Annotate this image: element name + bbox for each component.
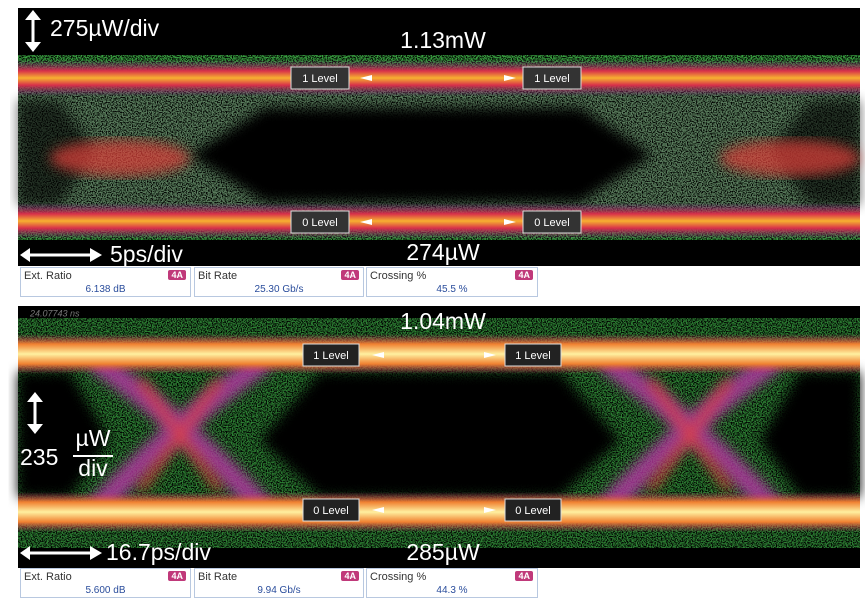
vertical-scale-unit: div <box>78 455 108 481</box>
vertical-scale-number: 235 <box>20 444 58 470</box>
eye-trace <box>18 55 860 240</box>
measurement[interactable]: Crossing % 45.5 % 4A <box>366 267 538 297</box>
level-label: 1 Level <box>534 73 569 85</box>
scope-display: 1 Level 1 Level 0 Level 0 Level 275µW/di… <box>0 0 865 597</box>
horizontal-scale: 16.7ps/div <box>106 539 211 565</box>
level-label: 1 Level <box>515 350 550 362</box>
eye-trace <box>18 318 860 548</box>
bottom-power: 285µW <box>406 539 480 565</box>
measurement-value: 6.138 dB <box>21 284 190 295</box>
level-label: 0 Level <box>302 217 337 229</box>
measurement-badge: 4A <box>168 270 186 280</box>
page: 1 Level 1 Level 0 Level 0 Level 275µW/di… <box>0 0 865 597</box>
measurement-value: 44.3 % <box>367 585 537 596</box>
level-label: 0 Level <box>313 505 348 517</box>
timestamp: 24.07743 ns <box>29 308 80 318</box>
level-label: 1 Level <box>313 350 348 362</box>
measurement-value: 45.5 % <box>367 284 537 295</box>
measurement-value: 9.94 Gb/s <box>195 585 363 596</box>
measurement-label: Ext. Ratio <box>24 270 72 282</box>
bottom-power: 274µW <box>406 239 480 265</box>
vertical-scale: 275µW/div <box>50 15 160 41</box>
measurement[interactable]: Crossing % 44.3 % 4A <box>366 568 538 598</box>
measurement-label: Crossing % <box>370 571 426 583</box>
top-power: 1.13mW <box>400 27 486 53</box>
measurement-badge: 4A <box>168 571 186 581</box>
measurement-label: Crossing % <box>370 270 426 282</box>
level-label: 0 Level <box>515 505 550 517</box>
measurement-badge: 4A <box>341 571 359 581</box>
measurement-value: 25.30 Gb/s <box>195 284 363 295</box>
measurement-badge: 4A <box>515 571 533 581</box>
measurement[interactable]: Bit Rate 25.30 Gb/s 4A <box>194 267 364 297</box>
measurement-badge: 4A <box>515 270 533 280</box>
measurement[interactable]: Ext. Ratio 6.138 dB 4A <box>20 267 191 297</box>
level-label: 1 Level <box>302 73 337 85</box>
horizontal-scale: 5ps/div <box>110 241 183 267</box>
measurement-label: Bit Rate <box>198 270 237 282</box>
measurement[interactable]: Bit Rate 9.94 Gb/s 4A <box>194 568 364 598</box>
measurement-badge: 4A <box>341 270 359 280</box>
measurement-label: Bit Rate <box>198 571 237 583</box>
top-power: 1.04mW <box>400 308 486 334</box>
vertical-scale-unit: µW <box>76 425 111 451</box>
measurement[interactable]: Ext. Ratio 5.600 dB 4A <box>20 568 191 598</box>
measurement-label: Ext. Ratio <box>24 571 72 583</box>
level-label: 0 Level <box>534 217 569 229</box>
measurement-value: 5.600 dB <box>21 585 190 596</box>
